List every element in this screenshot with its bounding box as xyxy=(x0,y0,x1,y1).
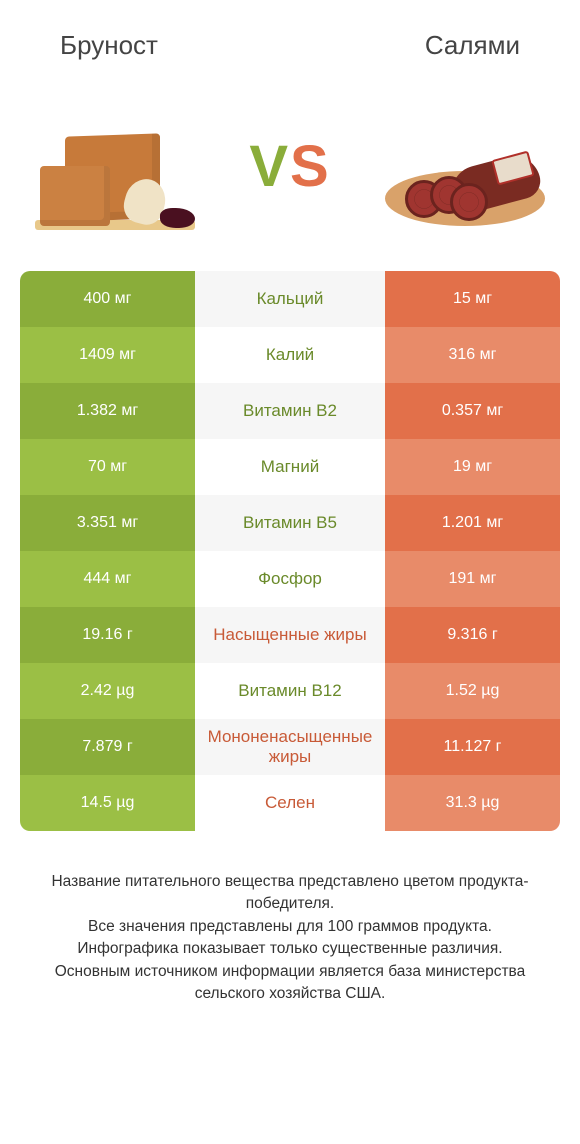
cheese-knife-shape xyxy=(160,208,195,228)
vs-label: VS xyxy=(249,133,330,200)
left-value: 400 мг xyxy=(20,271,195,327)
nutrient-name: Селен xyxy=(195,775,385,831)
comparison-table: 400 мгКальций15 мг1409 мгКалий316 мг1.38… xyxy=(20,271,560,831)
footnote-line: Основным источником информации является … xyxy=(55,963,526,1002)
nutrient-name: Витамин B5 xyxy=(195,495,385,551)
footnote-line: Все значения представлены для 100 граммо… xyxy=(88,918,492,935)
table-row: 7.879 гМононенасыщенные жиры11.127 г xyxy=(20,719,560,775)
left-value: 7.879 г xyxy=(20,719,195,775)
table-row: 444 мгФосфор191 мг xyxy=(20,551,560,607)
nutrient-name: Витамин B2 xyxy=(195,383,385,439)
left-value: 3.351 мг xyxy=(20,495,195,551)
left-value: 444 мг xyxy=(20,551,195,607)
left-value: 14.5 µg xyxy=(20,775,195,831)
right-value: 191 мг xyxy=(385,551,560,607)
table-row: 3.351 мгВитамин B51.201 мг xyxy=(20,495,560,551)
table-row: 400 мгКальций15 мг xyxy=(20,271,560,327)
nutrient-name: Калий xyxy=(195,327,385,383)
hero-row: VS xyxy=(0,71,580,271)
left-value: 19.16 г xyxy=(20,607,195,663)
table-row: 19.16 гНасыщенные жиры9.316 г xyxy=(20,607,560,663)
salami-slice-shape xyxy=(450,183,488,221)
vs-s: S xyxy=(290,134,331,199)
vs-v: V xyxy=(249,134,290,199)
right-value: 9.316 г xyxy=(385,607,560,663)
cheese-block-shape xyxy=(40,166,110,226)
header: Бруност Салями xyxy=(0,0,580,71)
table-row: 2.42 µgВитамин B121.52 µg xyxy=(20,663,560,719)
footnote: Название питательного вещества представл… xyxy=(30,871,550,1006)
right-value: 31.3 µg xyxy=(385,775,560,831)
footnote-line: Инфографика показывает только существенн… xyxy=(77,940,502,957)
table-row: 1409 мгКалий316 мг xyxy=(20,327,560,383)
right-value: 1.201 мг xyxy=(385,495,560,551)
left-value: 1409 мг xyxy=(20,327,195,383)
table-row: 1.382 мгВитамин B20.357 мг xyxy=(20,383,560,439)
nutrient-name: Кальций xyxy=(195,271,385,327)
left-value: 1.382 мг xyxy=(20,383,195,439)
left-value: 2.42 µg xyxy=(20,663,195,719)
nutrient-name: Насыщенные жиры xyxy=(195,607,385,663)
footnote-line: Название питательного вещества представл… xyxy=(51,873,528,912)
left-product-title: Бруност xyxy=(60,30,158,61)
right-value: 1.52 µg xyxy=(385,663,560,719)
right-value: 316 мг xyxy=(385,327,560,383)
right-product-title: Салями xyxy=(425,30,520,61)
nutrient-name: Магний xyxy=(195,439,385,495)
right-value: 15 мг xyxy=(385,271,560,327)
table-row: 70 мгМагний19 мг xyxy=(20,439,560,495)
left-product-image xyxy=(30,96,200,236)
nutrient-name: Мононенасыщенные жиры xyxy=(195,719,385,775)
right-value: 0.357 мг xyxy=(385,383,560,439)
left-value: 70 мг xyxy=(20,439,195,495)
right-value: 11.127 г xyxy=(385,719,560,775)
nutrient-name: Фосфор xyxy=(195,551,385,607)
nutrient-name: Витамин B12 xyxy=(195,663,385,719)
table-row: 14.5 µgСелен31.3 µg xyxy=(20,775,560,831)
right-product-image xyxy=(380,96,550,236)
right-value: 19 мг xyxy=(385,439,560,495)
